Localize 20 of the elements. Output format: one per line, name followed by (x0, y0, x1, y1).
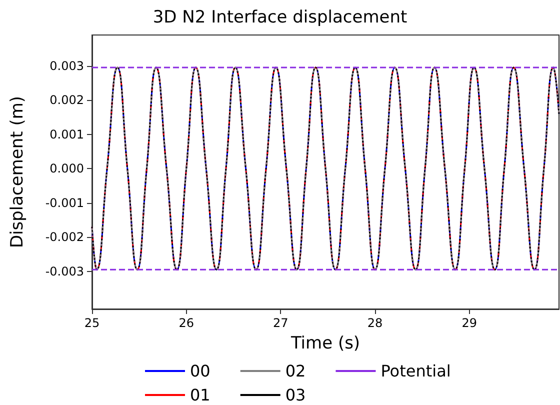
legend-label: 02 (285, 362, 306, 380)
legend-label: Potential (380, 362, 451, 380)
y-tick-label: -0.001 (45, 196, 84, 210)
x-tick-label: 25 (84, 316, 100, 330)
legend-label: 01 (190, 386, 210, 404)
y-tick-label: -0.002 (45, 230, 84, 244)
legend-label: 00 (190, 362, 210, 380)
x-tick-label: 27 (273, 316, 288, 330)
y-tick-label: 0.001 (50, 127, 84, 142)
y-tick-label: 0.003 (50, 58, 84, 73)
x-tick-label: 29 (462, 316, 478, 330)
y-axis-title: Displacement (m) (8, 96, 28, 248)
y-tick-label: -0.003 (45, 264, 84, 278)
chart-title: 3D N2 Interface displacement (152, 8, 408, 28)
legend-label: 03 (285, 386, 306, 404)
x-axis-title: Time (s) (290, 334, 360, 354)
y-tick-label: 0.002 (50, 93, 84, 108)
x-tick-label: 28 (367, 316, 383, 330)
y-tick-label: 0.000 (50, 162, 84, 176)
x-tick-label: 26 (178, 316, 194, 330)
